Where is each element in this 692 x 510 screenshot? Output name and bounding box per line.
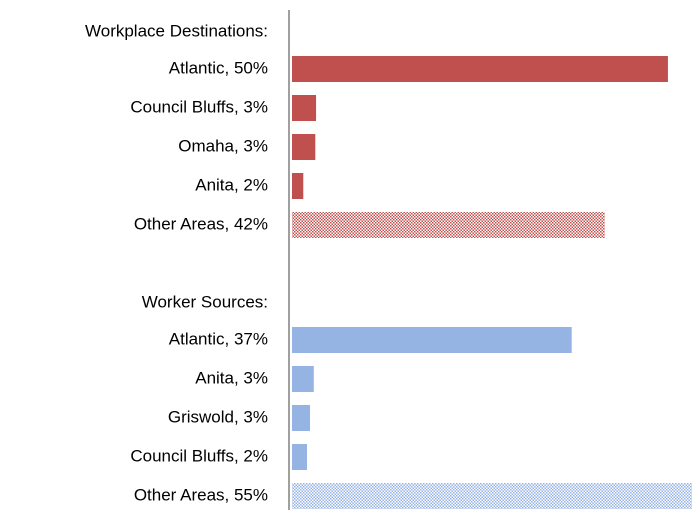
category-label: Council Bluffs, 3% (130, 97, 268, 116)
category-label: Griswold, 3% (168, 407, 268, 426)
category-label: Council Bluffs, 2% (130, 446, 268, 465)
bar (292, 483, 692, 509)
bar (292, 134, 316, 160)
category-label: Other Areas, 42% (134, 214, 268, 233)
group-label: Workplace Destinations: (85, 21, 268, 40)
category-label: Omaha, 3% (178, 136, 268, 155)
category-label: Anita, 3% (195, 368, 268, 387)
bar (292, 173, 304, 199)
bar (292, 444, 308, 470)
category-label: Other Areas, 55% (134, 485, 268, 504)
bar (292, 327, 572, 353)
bar (292, 366, 314, 392)
bar (292, 405, 311, 431)
category-label: Anita, 2% (195, 175, 268, 194)
bar (292, 56, 668, 82)
group-label: Worker Sources: (142, 292, 268, 311)
category-label: Atlantic, 50% (169, 58, 268, 77)
bar (292, 95, 317, 121)
plot-area (292, 56, 692, 509)
bar (292, 212, 605, 238)
category-label: Atlantic, 37% (169, 329, 268, 348)
